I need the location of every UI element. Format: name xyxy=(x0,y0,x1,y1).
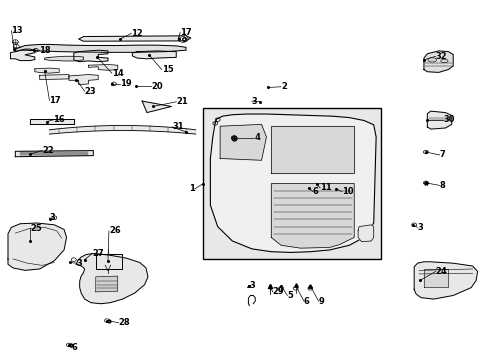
Polygon shape xyxy=(96,276,118,292)
Polygon shape xyxy=(40,75,69,80)
Text: 3: 3 xyxy=(417,223,423,232)
Polygon shape xyxy=(142,101,171,113)
Polygon shape xyxy=(8,223,66,270)
Polygon shape xyxy=(357,225,373,242)
Text: 19: 19 xyxy=(120,80,131,89)
Text: 24: 24 xyxy=(435,267,447,276)
Text: 5: 5 xyxy=(287,291,293,300)
Text: 14: 14 xyxy=(112,69,123,78)
Text: 1: 1 xyxy=(188,184,194,193)
Text: 3: 3 xyxy=(251,96,257,105)
Text: 3: 3 xyxy=(49,213,55,222)
Polygon shape xyxy=(69,75,98,85)
Text: 12: 12 xyxy=(131,29,143,38)
Text: 28: 28 xyxy=(119,318,130,327)
Polygon shape xyxy=(49,126,195,134)
Text: 22: 22 xyxy=(42,146,54,155)
Polygon shape xyxy=(30,119,74,125)
Text: 4: 4 xyxy=(254,133,260,142)
Polygon shape xyxy=(88,64,118,70)
Polygon shape xyxy=(44,56,83,61)
Polygon shape xyxy=(423,51,452,72)
Text: 18: 18 xyxy=(39,46,50,55)
Polygon shape xyxy=(271,184,353,248)
Polygon shape xyxy=(76,253,148,304)
Circle shape xyxy=(12,40,18,44)
Text: 30: 30 xyxy=(443,115,454,124)
Text: 8: 8 xyxy=(439,181,445,190)
Text: 6: 6 xyxy=(71,343,77,352)
Text: 7: 7 xyxy=(439,150,445,159)
Circle shape xyxy=(180,37,185,41)
Text: 20: 20 xyxy=(151,82,162,91)
Text: 25: 25 xyxy=(30,224,41,233)
Text: 31: 31 xyxy=(172,122,183,131)
Text: 23: 23 xyxy=(84,86,96,95)
Text: 26: 26 xyxy=(109,226,121,235)
Polygon shape xyxy=(271,126,353,173)
Text: 10: 10 xyxy=(341,187,353,196)
Text: 27: 27 xyxy=(92,249,104,258)
Text: 16: 16 xyxy=(53,115,65,124)
Polygon shape xyxy=(96,253,122,269)
Text: 17: 17 xyxy=(49,96,61,105)
Bar xyxy=(203,108,380,259)
Text: 11: 11 xyxy=(320,183,331,192)
Text: 17: 17 xyxy=(180,28,191,37)
Polygon shape xyxy=(132,51,176,59)
Polygon shape xyxy=(423,269,447,287)
Text: 6: 6 xyxy=(312,187,318,196)
Text: 29: 29 xyxy=(272,287,284,296)
Polygon shape xyxy=(10,49,35,60)
Polygon shape xyxy=(15,44,185,52)
Circle shape xyxy=(178,35,187,42)
Polygon shape xyxy=(220,125,266,160)
Text: 9: 9 xyxy=(318,297,324,306)
Polygon shape xyxy=(79,36,190,41)
Circle shape xyxy=(13,44,19,49)
Ellipse shape xyxy=(440,59,447,63)
Polygon shape xyxy=(413,262,477,299)
Text: 3: 3 xyxy=(249,281,255,290)
Text: 13: 13 xyxy=(11,26,23,35)
Polygon shape xyxy=(35,68,59,73)
Ellipse shape xyxy=(427,58,436,62)
Polygon shape xyxy=(210,114,375,252)
Text: 2: 2 xyxy=(281,82,286,91)
Polygon shape xyxy=(427,111,451,129)
Text: 3: 3 xyxy=(76,259,82,268)
Polygon shape xyxy=(74,50,108,62)
Text: 15: 15 xyxy=(161,65,173,74)
Text: 32: 32 xyxy=(435,52,447,61)
Text: 6: 6 xyxy=(304,297,309,306)
Text: 21: 21 xyxy=(176,97,187,106)
Polygon shape xyxy=(15,150,93,157)
